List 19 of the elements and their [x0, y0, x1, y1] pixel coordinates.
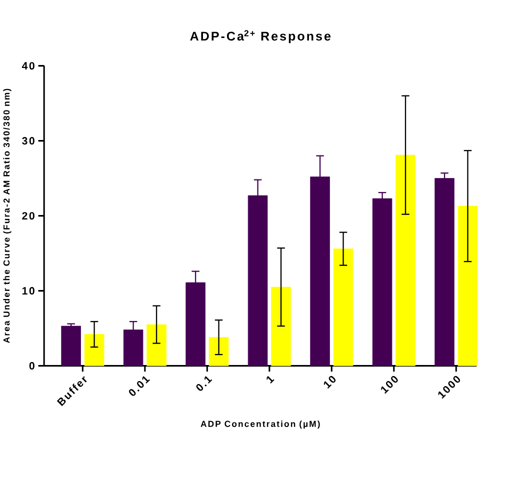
- bar: [271, 286, 291, 366]
- x-tick-label: 1: [266, 376, 274, 384]
- bar: [61, 326, 81, 366]
- y-tick-label: 0: [29, 362, 34, 370]
- y-tick-label: 20: [22, 212, 34, 220]
- x-tick-label: 10: [324, 376, 336, 389]
- bar: [333, 248, 354, 366]
- y-axis-title: Area Under the Curve (Fura-2 AM Ratio 340/380 nm): [3, 88, 12, 343]
- bar: [396, 154, 416, 366]
- bar: [84, 334, 104, 366]
- y-tick-label: 40: [22, 62, 34, 70]
- y-tick-label: 30: [22, 137, 34, 145]
- chart-title: ADP-Ca$^{2+}$ Response: [190, 30, 331, 44]
- x-tick-label: 100: [381, 376, 398, 394]
- x-axis-title: ADP Concentration (µM): [200, 420, 320, 429]
- bar: [146, 324, 166, 366]
- bar: [458, 206, 478, 366]
- x-tick-label: 0.1: [196, 376, 212, 391]
- y-tick-label: 10: [22, 287, 34, 295]
